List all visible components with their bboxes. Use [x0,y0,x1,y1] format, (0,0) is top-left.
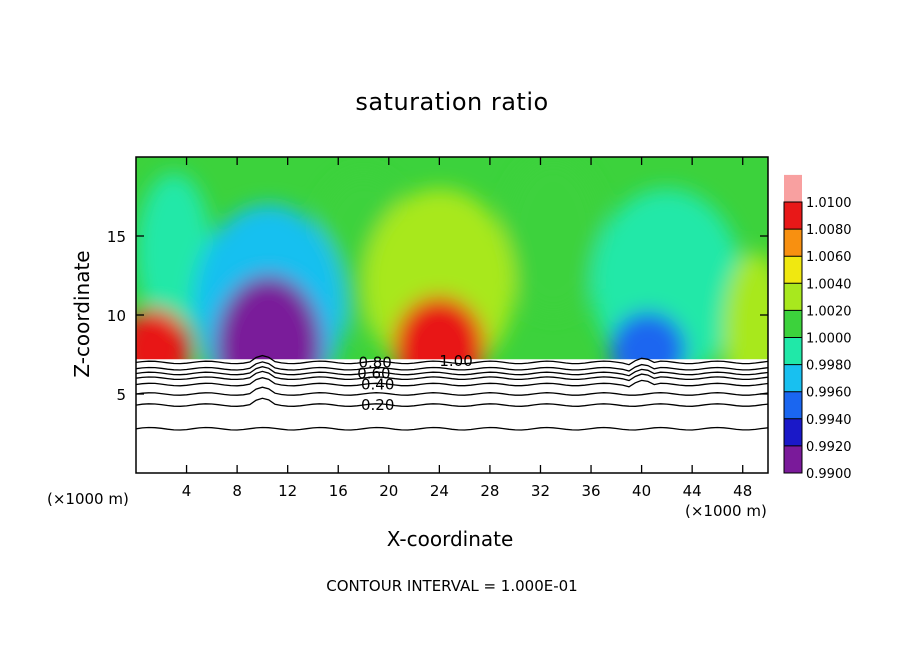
y-unit-note: (×1000 m) [47,490,129,508]
contour-line [136,397,768,407]
colorbar-segment [784,283,802,311]
contour-line [136,377,768,388]
y-tick-label: 15 [107,228,126,246]
contour-label: 0.40 [361,376,394,394]
colorbar-segment [784,337,802,365]
field-anomaly [502,157,604,315]
boundary-layer [136,359,768,473]
colorbar-segment [784,174,802,202]
colorbar-segment [784,310,802,338]
x-tick-label: 12 [278,482,297,500]
chart-title: saturation ratio [355,88,549,116]
x-tick-label: 20 [379,482,398,500]
colorbar-label: 1.0040 [806,277,852,292]
contour-interval-note: CONTOUR INTERVAL = 1.000E-01 [326,577,578,595]
colorbar-label: 1.0020 [806,304,852,319]
colorbar-segment [784,418,802,446]
x-tick-label: 36 [581,482,600,500]
contour-label: 0.60 [357,364,390,382]
contour-label: 1.00 [439,352,472,370]
contour-line [136,361,768,372]
contour-line [136,366,768,377]
colorbar-label: 1.0000 [806,332,852,347]
contour-line [136,370,768,382]
colorbar-segment [784,202,802,230]
colorbar-label: 1.0100 [806,196,852,211]
contour-line [136,426,768,431]
colorbar-label: 0.9900 [806,467,852,482]
x-tick-label: 16 [329,482,348,500]
colorbar-label: 0.9980 [806,359,852,374]
contour-line [136,386,768,396]
colorbar-segment [784,364,802,392]
field-anomaly [136,172,212,331]
x-tick-label: 24 [430,482,449,500]
colorbar-segment [784,445,802,473]
x-tick-label: 8 [232,482,242,500]
x-unit-note: (×1000 m) [685,502,767,520]
y-tick-label: 10 [107,307,126,325]
x-tick-label: 32 [531,482,550,500]
colorbar-label: 0.9920 [806,440,852,455]
x-tick-label: 4 [182,482,192,500]
colorbar-label: 1.0060 [806,250,852,265]
colorbar-segment [784,391,802,419]
colorbar-label: 1.0080 [806,223,852,238]
y-tick-label: 5 [116,386,126,404]
colorbar-segment [784,256,802,284]
x-tick-label: 44 [683,482,702,500]
x-axis-label: X-coordinate [386,527,514,551]
colorbar-label: 0.9960 [806,386,852,401]
contour-label: 0.20 [361,396,394,414]
colorbar-label: 0.9940 [806,413,852,428]
x-tick-label: 48 [733,482,752,500]
contour-label: 0.80 [358,353,391,371]
x-tick-label: 40 [632,482,651,500]
x-tick-label: 28 [480,482,499,500]
colorbar-segment [784,229,802,257]
contour-line [136,354,768,366]
